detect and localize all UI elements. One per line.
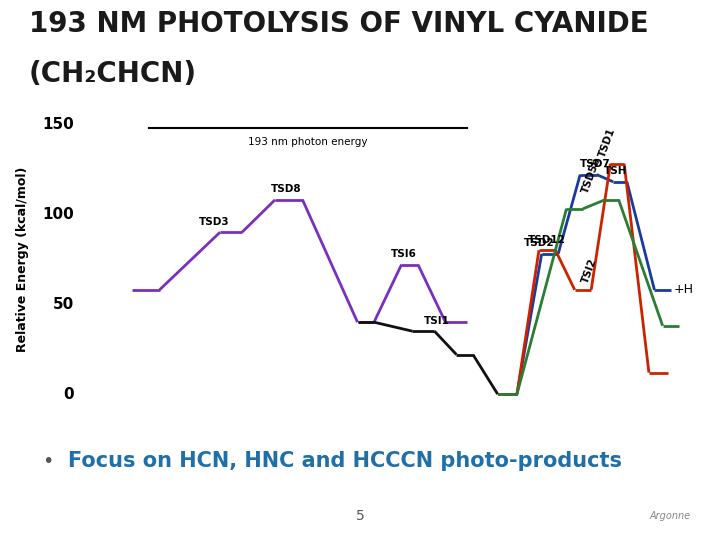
Text: 150: 150 — [42, 117, 74, 132]
Text: TSD7: TSD7 — [580, 159, 611, 169]
Text: Relative Energy (kcal/mol): Relative Energy (kcal/mol) — [16, 166, 29, 352]
Text: +H: +H — [674, 284, 693, 296]
Text: 193 NM PHOTOLYSIS OF VINYL CYANIDE: 193 NM PHOTOLYSIS OF VINYL CYANIDE — [29, 10, 648, 38]
Text: TSD5b: TSD5b — [580, 155, 603, 194]
Text: 50: 50 — [53, 296, 74, 312]
Text: 100: 100 — [42, 207, 74, 222]
Text: •: • — [42, 451, 53, 471]
Text: TSH: TSH — [604, 166, 628, 177]
Text: TSI1: TSI1 — [424, 316, 450, 326]
Text: (CH₂CHCN): (CH₂CHCN) — [29, 60, 197, 89]
Text: TSD2: TSD2 — [523, 238, 554, 248]
Text: TSI6: TSI6 — [391, 249, 417, 259]
Text: 193 nm photon energy: 193 nm photon energy — [248, 137, 368, 147]
Text: 5: 5 — [356, 509, 364, 523]
Text: TSD3: TSD3 — [199, 217, 230, 227]
Text: Focus on HCN, HNC and HCCCN photo-products: Focus on HCN, HNC and HCCCN photo-produc… — [68, 451, 623, 471]
Text: TSD8: TSD8 — [271, 184, 302, 194]
Text: TSD12: TSD12 — [528, 235, 566, 245]
Text: TSI2: TSI2 — [580, 256, 598, 285]
Text: Argonne: Argonne — [649, 511, 690, 521]
Text: TSD1: TSD1 — [598, 126, 618, 158]
Text: 0: 0 — [64, 387, 74, 402]
